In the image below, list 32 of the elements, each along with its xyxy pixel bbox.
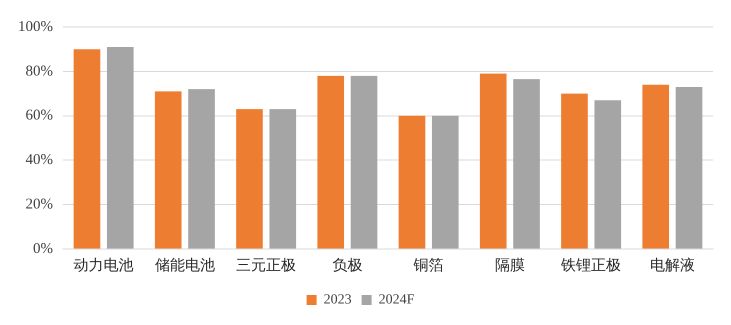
x-tick-label: 储能电池 [154,256,215,274]
y-tick-label: 100% [18,18,53,35]
x-tick-label: 铁锂正极 [560,256,622,274]
bar [594,100,622,248]
bar [106,46,134,248]
bar [350,76,378,248]
bar [317,76,344,248]
y-tick-label: 60% [25,108,53,124]
bar [561,94,588,248]
y-tick-label: 20% [25,196,53,213]
bar [398,116,426,248]
bar [188,89,215,248]
legend-label: 2024F [378,292,415,308]
x-tick-label: 铜箔 [412,256,444,274]
legend-label: 2023 [324,292,352,308]
x-tick-label: 三元正极 [236,256,296,274]
bar [480,74,507,248]
bar [513,79,540,248]
x-tick-label: 负极 [332,256,362,274]
x-tick-label: 电解液 [650,256,695,274]
y-tick-label: 0% [32,240,53,257]
x-tick-label: 隔膜 [494,256,525,274]
bar [74,49,100,248]
bar [154,91,182,248]
y-tick-label: 80% [25,63,53,80]
bar [642,84,670,248]
bar [269,109,296,248]
bar [432,116,459,248]
bar [676,86,702,248]
y-tick-label: 40% [25,152,53,168]
x-tick-label: 动力电池 [74,256,134,274]
bar [236,109,263,248]
